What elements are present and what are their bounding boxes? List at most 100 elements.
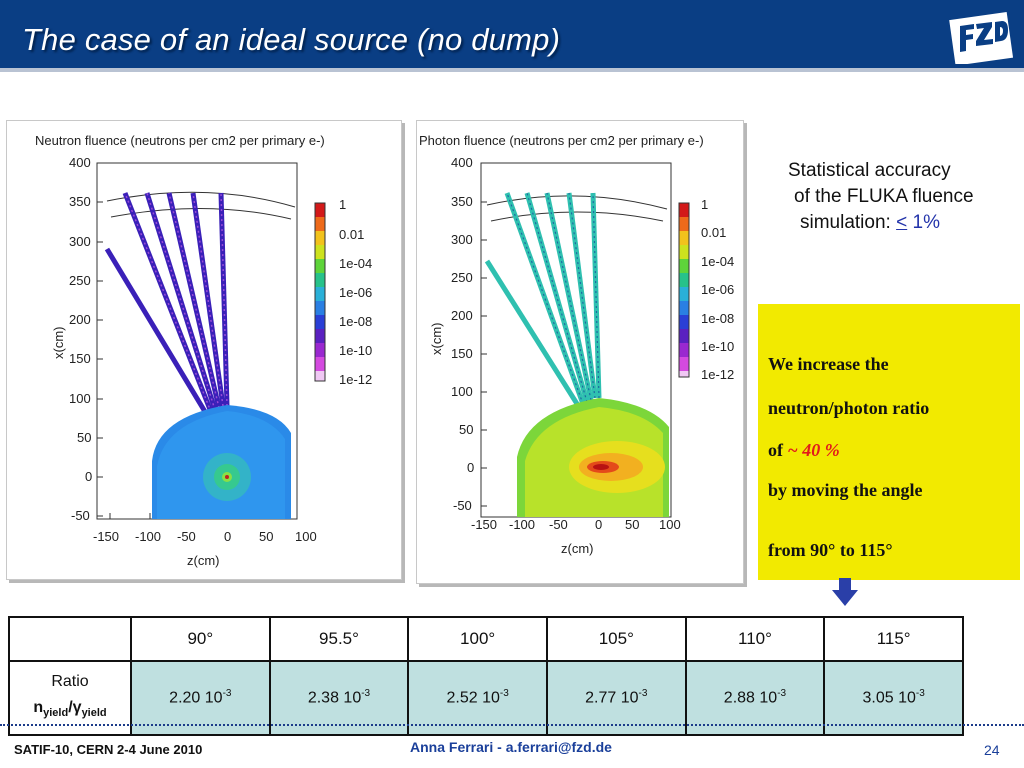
y-tick-label: 50 [459,422,474,437]
colorbar-tick-label: 1 [339,197,347,212]
table-row: Ratio nyield/γyield 2.20 10-3 2.38 10-3 … [8,660,964,736]
statistical-accuracy-note: Statistical accuracy of the FLUKA fluenc… [788,158,1018,236]
angle-header: 90° [130,616,271,662]
ratio-value-cell: 2.77 10-3 [545,660,687,736]
angle-header: 95.5° [268,616,410,662]
colorbar-tick-label: 1e-12 [339,372,373,387]
callout-line5: from 90° to 115° [768,540,893,560]
slide-header [0,0,1024,68]
angle-header: 110° [684,616,826,662]
ratio-value-cell: 3.05 10-3 [823,660,964,736]
colorbar-tick-label: 0.01 [339,227,365,242]
x-tick-label: 50 [259,529,274,544]
ratio-table: 90° 95.5° 100° 105° 110° 115° Ratio nyie… [8,616,964,736]
slash: / [68,699,73,717]
n-subscript: yield [43,707,69,720]
x-tick-label: -100 [135,529,162,544]
x-tick-label: -150 [93,529,120,544]
stat-note-line3: simulation: < 1% [788,210,1018,236]
colorbar-tick-label: 0.01 [701,225,727,240]
ratio-value-cell: 2.20 10-3 [130,660,271,736]
colorbar-tick-label: 1 [701,197,709,212]
colorbar-tick-label: 1e-10 [701,339,735,354]
y-tick-label: 400 [451,155,473,170]
gamma-subscript: yield [81,707,107,720]
x-tick-label: 50 [625,517,640,532]
colorbar-tick-label: 1e-04 [701,254,735,269]
callout-line1: We increase the [768,354,889,374]
stat-note-line2: of the FLUKA fluence [794,186,974,207]
photon-fluence-plot: Photon fluence (neutrons per cm2 per pri… [416,120,744,584]
y-tick-label: 400 [69,155,91,170]
angle-header: 100° [407,616,548,662]
header-divider [0,68,1024,72]
ratio-callout-box: We increase the neutron/photon ratio of … [758,304,1020,580]
y-tick-label: 350 [451,194,473,209]
stat-note-prefix: simulation: [800,212,897,233]
x-axis-label: z(cm) [187,553,220,568]
angle-header: 115° [823,616,964,662]
y-axis-label: x(cm) [429,322,444,356]
angle-header: 105° [545,616,687,662]
y-tick-label: 150 [451,346,473,361]
x-tick-label: -50 [177,529,196,544]
colorbar-tick-label: 1e-08 [339,314,373,329]
colorbar-tick-label: 1e-06 [701,282,735,297]
callout-of: of [768,440,788,460]
y-tick-label: 300 [451,232,473,247]
colorbar-tick-label: 1e-08 [701,311,735,326]
photon-fluence-map [480,162,690,518]
neutron-plot-title: Neutron fluence (neutrons per cm2 per pr… [35,133,325,148]
ratio-row-label: Ratio nyield/γyield [8,660,132,736]
colorbar-tick-label: 1e-06 [339,285,373,300]
table-corner-cell [8,616,132,662]
x-tick-label: 0 [224,529,232,544]
x-tick-label: -100 [509,517,536,532]
y-tick-label: 300 [69,234,91,249]
gamma-symbol: γ [72,699,82,717]
y-tick-label: -50 [71,508,90,523]
y-tick-label: 200 [69,312,91,327]
colorbar-tick-label: 1e-10 [339,343,373,358]
page-number: 24 [984,742,1000,758]
y-tick-label: -50 [453,498,472,513]
y-tick-label: 100 [69,391,91,406]
y-tick-label: 150 [69,351,91,366]
x-axis-label: z(cm) [561,541,594,556]
author-contact: Anna Ferrari - a.ferrari@fzd.de [410,739,612,755]
accuracy-value: 1% [907,212,940,233]
callout-line2: neutron/photon ratio [768,398,930,418]
ratio-label: Ratio [51,673,89,691]
colorbar-tick-label: 1e-12 [701,367,735,382]
photon-plot-title: Photon fluence (neutrons per cm2 per pri… [419,133,704,148]
fzd-logo-icon [949,12,1014,64]
y-tick-label: 250 [451,270,473,285]
y-tick-label: 250 [69,273,91,288]
footer-divider [0,724,1024,726]
colorbar-tick-label: 1e-04 [339,256,373,271]
table-header-row: 90° 95.5° 100° 105° 110° 115° [8,616,964,662]
ratio-value-cell: 2.88 10-3 [684,660,826,736]
callout-increase-value: ~ 40 % [787,440,840,460]
x-tick-label: 100 [659,517,681,532]
less-than-symbol: < [896,212,908,233]
y-tick-label: 0 [467,460,475,475]
callout-line4: by moving the angle [768,480,923,500]
y-tick-label: 0 [85,469,93,484]
y-tick-label: 100 [451,384,473,399]
slide-title: The case of an ideal source (no dump) [22,22,561,57]
x-tick-label: -150 [471,517,498,532]
down-arrow-icon [832,578,858,606]
neutron-fluence-map [96,162,326,520]
conference-label: SATIF-10, CERN 2-4 June 2010 [14,742,203,757]
ratio-value-cell: 2.52 10-3 [407,660,548,736]
x-tick-label: -50 [549,517,568,532]
n-symbol: n [33,699,44,717]
callout-line3: of ~ 40 % [768,440,840,461]
x-tick-label: 0 [595,517,603,532]
neutron-fluence-plot: Neutron fluence (neutrons per cm2 per pr… [6,120,402,580]
stat-note-line1: Statistical accuracy [788,160,951,181]
y-tick-label: 50 [77,430,92,445]
y-axis-label: x(cm) [51,326,66,360]
ratio-value-cell: 2.38 10-3 [268,660,410,736]
